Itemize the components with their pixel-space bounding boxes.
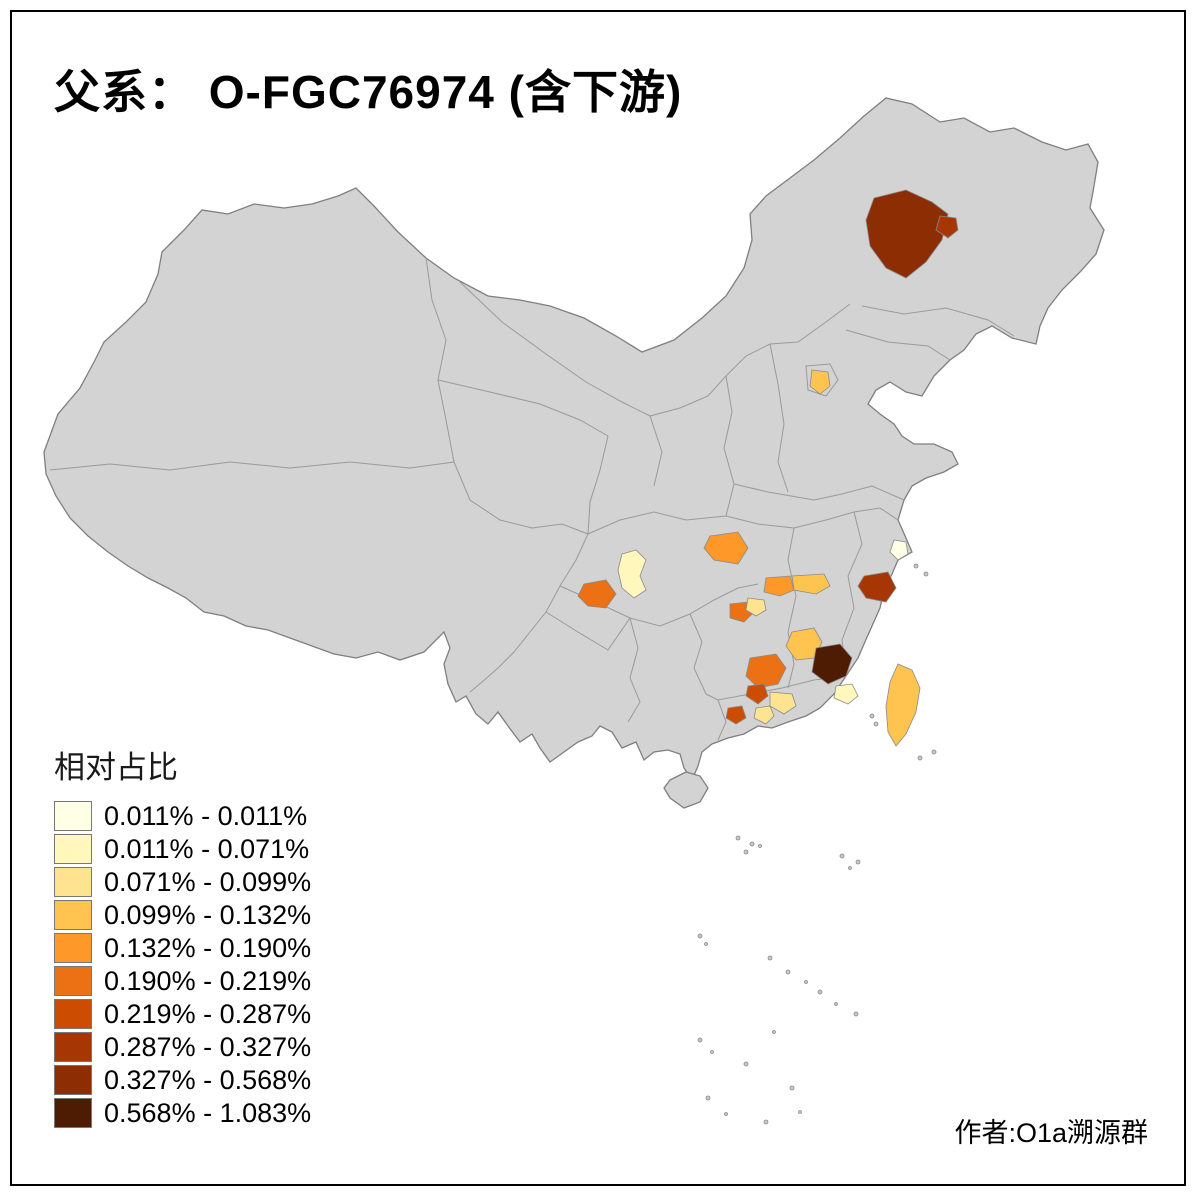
region-hubei-central [791, 573, 831, 595]
legend-swatch [54, 867, 92, 897]
south-china-sea-islands [697, 563, 937, 1125]
legend-row: 0.071% - 0.099% [54, 867, 311, 897]
region-guangdong-east-pale [769, 691, 797, 715]
legend-swatch [54, 900, 92, 930]
region-northeast-spot [935, 215, 959, 239]
legend-row: 0.327% - 0.568% [54, 1065, 311, 1095]
region-zhejiang-east [857, 571, 897, 603]
legend-swatch [54, 999, 92, 1029]
legend-row: 0.568% - 1.083% [54, 1098, 311, 1128]
china-mainland [43, 97, 1105, 782]
region-guangdong-west-spot [725, 705, 747, 725]
legend-label: 0.287% - 0.327% [104, 1031, 312, 1062]
region-guangdong-central-pale [753, 705, 775, 725]
legend-row: 0.099% - 0.132% [54, 900, 311, 930]
legend-label: 0.190% - 0.219% [104, 965, 312, 996]
region-shanghai-pale [889, 539, 909, 561]
highlighted-regions [577, 189, 959, 747]
region-hunan-south [745, 653, 787, 689]
region-chongqing-north [703, 531, 749, 565]
region-fujian-coast-pale [833, 683, 859, 705]
legend-swatch [54, 801, 92, 831]
legend-label: 0.071% - 0.099% [104, 866, 312, 897]
legend-row: 0.011% - 0.071% [54, 834, 311, 864]
region-chengdu [577, 579, 617, 609]
region-taiwan [885, 663, 921, 747]
legend-label: 0.568% - 1.083% [104, 1097, 312, 1128]
legend-label: 0.011% - 0.011% [104, 800, 308, 831]
legend-label: 0.132% - 0.190% [104, 932, 312, 963]
region-hunan-north-pale [745, 597, 767, 617]
region-fujian-west-darkest [811, 643, 853, 685]
legend-swatch [54, 1032, 92, 1062]
region-hubei-west [763, 575, 795, 597]
legend-swatch [54, 1065, 92, 1095]
region-hunan-south-dark [745, 683, 769, 705]
legend-label: 0.011% - 0.071% [104, 833, 310, 864]
region-northeast-main [865, 189, 949, 279]
legend-label: 0.327% - 0.568% [104, 1064, 312, 1095]
legend-row: 0.287% - 0.327% [54, 1032, 311, 1062]
legend-swatch [54, 1098, 92, 1128]
legend-row: 0.011% - 0.011% [54, 801, 311, 831]
region-north-sichuan [617, 549, 647, 599]
map-title: 父系： O-FGC76974 (含下游) [54, 66, 683, 118]
legend-row: 0.219% - 0.287% [54, 999, 311, 1029]
legend-row: 0.190% - 0.219% [54, 966, 311, 996]
legend-row: 0.132% - 0.190% [54, 933, 311, 963]
author-credit: 作者:O1a溯源群 [954, 1118, 1148, 1148]
legend-swatch [54, 933, 92, 963]
legend-title: 相对占比 [54, 750, 178, 785]
legend: 相对占比 0.011% - 0.011% 0.011% - 0.071% 0.0… [54, 742, 311, 1131]
china-outline [43, 97, 1105, 809]
legend-label: 0.219% - 0.287% [104, 998, 312, 1029]
legend-label: 0.099% - 0.132% [104, 899, 312, 930]
province-borders [49, 257, 1015, 741]
hainan-island [663, 771, 709, 809]
region-beijing [809, 369, 831, 395]
legend-swatch [54, 834, 92, 864]
legend-swatch [54, 966, 92, 996]
